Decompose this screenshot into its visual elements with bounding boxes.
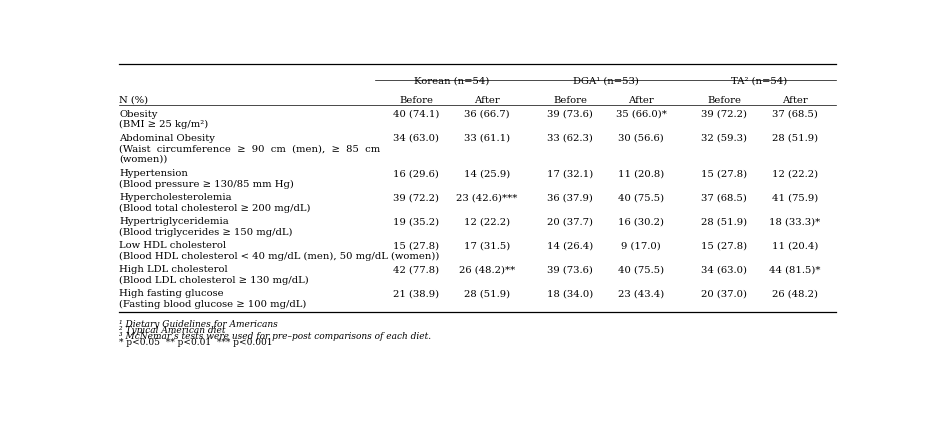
- Text: 40 (75.5): 40 (75.5): [618, 193, 664, 202]
- Text: 36 (66.7): 36 (66.7): [465, 110, 510, 119]
- Text: 16 (29.6): 16 (29.6): [393, 169, 439, 178]
- Text: Before: Before: [399, 96, 433, 105]
- Text: Hypertension
(Blood pressure ≥ 130/85 mm Hg): Hypertension (Blood pressure ≥ 130/85 mm…: [119, 169, 294, 189]
- Text: 9 (17.0): 9 (17.0): [621, 241, 661, 250]
- Text: 19 (35.2): 19 (35.2): [393, 217, 439, 226]
- Text: 26 (48.2): 26 (48.2): [772, 289, 818, 298]
- Text: 23 (43.4): 23 (43.4): [618, 289, 664, 298]
- Text: 26 (48.2)**: 26 (48.2)**: [459, 265, 515, 274]
- Text: ³ McNemar’s tests were used for pre–post comparisons of each diet.: ³ McNemar’s tests were used for pre–post…: [119, 332, 431, 341]
- Text: * p<0.05  ** p<0.01  *** p<0.001: * p<0.05 ** p<0.01 *** p<0.001: [119, 338, 273, 347]
- Text: 20 (37.7): 20 (37.7): [547, 217, 593, 226]
- Text: 39 (72.2): 39 (72.2): [701, 110, 747, 119]
- Text: 17 (32.1): 17 (32.1): [547, 169, 593, 178]
- Text: 12 (22.2): 12 (22.2): [772, 169, 818, 178]
- Text: 16 (30.2): 16 (30.2): [618, 217, 664, 226]
- Text: Korean (n=54): Korean (n=54): [414, 76, 490, 85]
- Text: Obesity
(BMI ≥ 25 kg/m²): Obesity (BMI ≥ 25 kg/m²): [119, 110, 209, 129]
- Text: 28 (51.9): 28 (51.9): [464, 289, 510, 298]
- Text: 35 (66.0)*: 35 (66.0)*: [615, 110, 667, 119]
- Text: High LDL cholesterol
(Blood LDL cholesterol ≥ 130 mg/dL): High LDL cholesterol (Blood LDL choleste…: [119, 265, 309, 285]
- Text: TA² (n=54): TA² (n=54): [732, 76, 788, 85]
- Text: After: After: [474, 96, 500, 105]
- Text: ¹ Dietary Guidelines for Americans: ¹ Dietary Guidelines for Americans: [119, 319, 278, 329]
- Text: 23 (42.6)***: 23 (42.6)***: [456, 193, 518, 202]
- Text: Abdominal Obesity
(Waist  circumference  ≥  90  cm  (men),  ≥  85  cm
(women)): Abdominal Obesity (Waist circumference ≥…: [119, 134, 381, 164]
- Text: 36 (37.9): 36 (37.9): [547, 193, 593, 202]
- Text: 18 (33.3)*: 18 (33.3)*: [769, 217, 820, 226]
- Text: 21 (38.9): 21 (38.9): [393, 289, 439, 298]
- Text: 37 (68.5): 37 (68.5): [772, 110, 817, 119]
- Text: 17 (31.5): 17 (31.5): [464, 241, 510, 250]
- Text: 37 (68.5): 37 (68.5): [701, 193, 747, 202]
- Text: ² Typical American diet: ² Typical American diet: [119, 326, 225, 335]
- Text: 18 (34.0): 18 (34.0): [547, 289, 593, 298]
- Text: 42 (77.8): 42 (77.8): [393, 265, 439, 274]
- Text: Hypertriglyceridemia
(Blood triglycerides ≥ 150 mg/dL): Hypertriglyceridemia (Blood triglyceride…: [119, 217, 292, 237]
- Text: 39 (73.6): 39 (73.6): [547, 110, 593, 119]
- Text: Before: Before: [707, 96, 741, 105]
- Text: 28 (51.9): 28 (51.9): [772, 134, 818, 143]
- Text: 44 (81.5)*: 44 (81.5)*: [769, 265, 820, 274]
- Text: High fasting glucose
(Fasting blood glucose ≥ 100 mg/dL): High fasting glucose (Fasting blood gluc…: [119, 289, 306, 309]
- Text: 20 (37.0): 20 (37.0): [701, 289, 747, 298]
- Text: 40 (74.1): 40 (74.1): [393, 110, 439, 119]
- Text: 34 (63.0): 34 (63.0): [701, 265, 747, 274]
- Text: Hypercholesterolemia
(Blood total cholesterol ≥ 200 mg/dL): Hypercholesterolemia (Blood total choles…: [119, 193, 311, 213]
- Text: 15 (27.8): 15 (27.8): [393, 241, 439, 250]
- Text: 14 (26.4): 14 (26.4): [547, 241, 593, 250]
- Text: 12 (22.2): 12 (22.2): [464, 217, 510, 226]
- Text: 40 (75.5): 40 (75.5): [618, 265, 664, 274]
- Text: N (%): N (%): [119, 96, 148, 105]
- Text: 39 (73.6): 39 (73.6): [547, 265, 593, 274]
- Text: 14 (25.9): 14 (25.9): [464, 169, 510, 178]
- Text: 11 (20.4): 11 (20.4): [772, 241, 818, 250]
- Text: Before: Before: [553, 96, 587, 105]
- Text: 33 (61.1): 33 (61.1): [464, 134, 510, 143]
- Text: 30 (56.6): 30 (56.6): [618, 134, 664, 143]
- Text: 39 (72.2): 39 (72.2): [393, 193, 439, 202]
- Text: 41 (75.9): 41 (75.9): [772, 193, 818, 202]
- Text: DGA¹ (n=53): DGA¹ (n=53): [573, 76, 639, 85]
- Text: 34 (63.0): 34 (63.0): [393, 134, 439, 143]
- Text: 32 (59.3): 32 (59.3): [701, 134, 747, 143]
- Text: After: After: [628, 96, 654, 105]
- Text: 15 (27.8): 15 (27.8): [701, 241, 748, 250]
- Text: 28 (51.9): 28 (51.9): [701, 217, 748, 226]
- Text: After: After: [782, 96, 808, 105]
- Text: 33 (62.3): 33 (62.3): [547, 134, 593, 143]
- Text: 11 (20.8): 11 (20.8): [618, 169, 664, 178]
- Text: 15 (27.8): 15 (27.8): [701, 169, 748, 178]
- Text: Low HDL cholesterol
(Blood HDL cholesterol < 40 mg/dL (men), 50 mg/dL (women)): Low HDL cholesterol (Blood HDL cholester…: [119, 241, 439, 261]
